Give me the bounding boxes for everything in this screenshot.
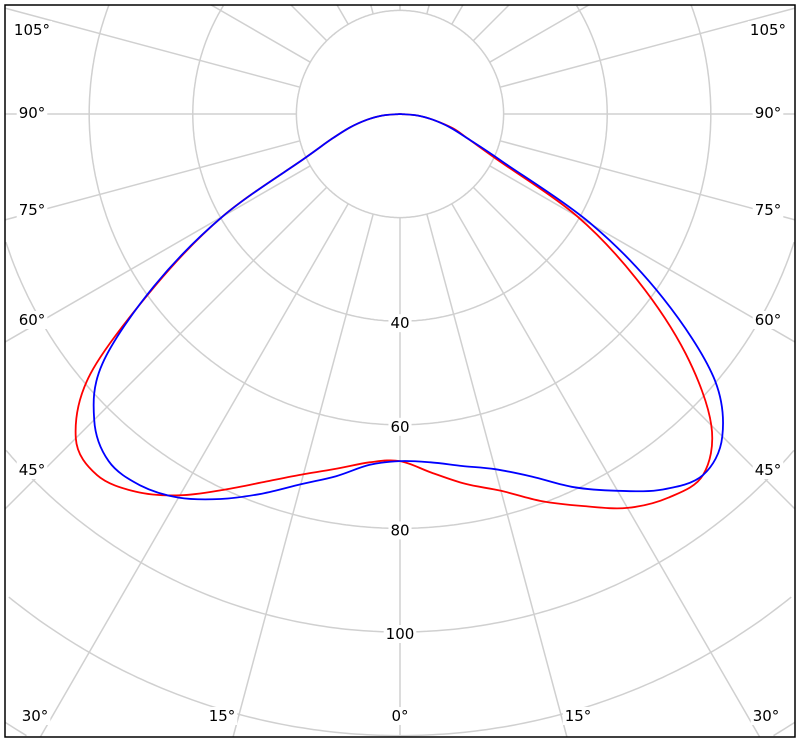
tick-label-text: 105° xyxy=(750,21,786,39)
angle-grid-line xyxy=(4,186,328,510)
label-background xyxy=(16,461,48,479)
angle-tick-label-right: 60° xyxy=(752,311,784,329)
radial-tick-label: 40 xyxy=(388,314,412,333)
tick-label-text: 90° xyxy=(19,104,46,122)
label-background xyxy=(747,21,789,39)
label-background xyxy=(206,707,238,725)
angle-tick-label-left: 75° xyxy=(16,201,48,219)
tick-label-text: 30° xyxy=(22,707,49,725)
angle-grid-line xyxy=(426,4,430,15)
angle-grid-line xyxy=(4,140,301,221)
angle-tick-label-bottom: 15° xyxy=(562,707,594,725)
intensity-curve-1 xyxy=(74,113,714,510)
angle-tick-label-bottom: 30° xyxy=(19,707,51,725)
label-background xyxy=(752,461,784,479)
tick-label-text: 60 xyxy=(390,418,409,436)
angle-tick-label-bottom: 30° xyxy=(750,707,782,725)
angle-grid-line xyxy=(499,140,796,221)
tick-label-text: 75° xyxy=(755,201,782,219)
angle-grid-line xyxy=(4,7,301,88)
tick-label-text: 80 xyxy=(390,521,409,539)
angle-grid-line xyxy=(472,4,510,42)
angle-tick-label-left: 45° xyxy=(16,461,48,479)
angle-tick-label-right: 90° xyxy=(752,104,784,122)
label-background xyxy=(388,521,412,540)
tick-label-text: 100 xyxy=(386,625,415,643)
label-background xyxy=(11,21,53,39)
intensity-curve-2 xyxy=(92,113,724,501)
radial-tick-label: 100 xyxy=(383,625,417,643)
angle-tick-label-left: 105° xyxy=(11,21,53,39)
radial-grid-circle-100 xyxy=(5,449,400,633)
tick-label-text: 75° xyxy=(19,201,46,219)
label-background xyxy=(752,311,784,329)
angle-grid-line xyxy=(499,7,796,88)
chart-frame xyxy=(4,4,796,738)
tick-label-text: 15° xyxy=(565,707,592,725)
tick-label-text: 105° xyxy=(14,21,50,39)
label-background xyxy=(752,201,784,219)
angle-grid-line xyxy=(426,213,568,738)
angle-grid-line xyxy=(451,203,761,738)
label-background xyxy=(383,625,417,643)
radial-grid-circle-140 xyxy=(773,721,796,737)
angle-tick-label-bottom: 0° xyxy=(389,707,411,725)
angle-grid-line xyxy=(232,213,374,738)
intensity-curves xyxy=(74,113,724,510)
angle-tick-label-right: 75° xyxy=(752,201,784,219)
tick-label-text: 90° xyxy=(755,104,782,122)
label-background xyxy=(16,104,48,122)
angle-grid-line xyxy=(336,4,349,25)
radial-grid-circle-40 xyxy=(192,5,400,322)
angle-grid-line xyxy=(489,165,796,343)
label-background xyxy=(19,707,51,725)
polar-grid xyxy=(4,4,796,738)
tick-label-text: 30° xyxy=(753,707,780,725)
radial-grid-circle-140 xyxy=(4,721,27,737)
angle-tick-label-right: 45° xyxy=(752,461,784,479)
angle-grid-line xyxy=(4,165,311,343)
angle-grid-line xyxy=(370,4,374,15)
tick-label-text: 40 xyxy=(390,314,409,332)
angle-grid-line xyxy=(451,4,464,25)
label-background xyxy=(562,707,594,725)
radial-grid-circle-80 xyxy=(400,241,795,530)
tick-label-text: 45° xyxy=(19,461,46,479)
angle-grid-line xyxy=(472,186,796,510)
angle-tick-label-left: 60° xyxy=(16,311,48,329)
angle-grid-line xyxy=(290,4,328,42)
label-background xyxy=(389,707,411,725)
tick-label-text: 15° xyxy=(209,707,236,725)
tick-label-text: 60° xyxy=(755,311,782,329)
label-background xyxy=(16,201,48,219)
label-background xyxy=(388,417,412,436)
angle-tick-label-left: 90° xyxy=(16,104,48,122)
radial-grid-circle-120 xyxy=(8,596,400,737)
angle-grid-line xyxy=(489,4,590,63)
radial-grid-circle-80 xyxy=(5,241,400,530)
tick-labels: 40 60 80 100 30° 15° 0° 15° 30° 105° 105° 90° 90° 75°… xyxy=(11,21,789,725)
tick-label-text: 45° xyxy=(755,461,782,479)
tick-label-text: 60° xyxy=(19,311,46,329)
label-background xyxy=(752,104,784,122)
angle-tick-label-bottom: 15° xyxy=(206,707,238,725)
label-background xyxy=(750,707,782,725)
radial-grid-circle-60 xyxy=(400,4,712,426)
radial-tick-label: 60 xyxy=(388,417,412,436)
radial-tick-label: 80 xyxy=(388,521,412,540)
radial-grid-circle-120 xyxy=(400,596,792,737)
radial-grid-circle-100 xyxy=(400,449,795,633)
label-background xyxy=(16,311,48,329)
radial-grid-circle-60 xyxy=(88,4,400,426)
label-background xyxy=(388,314,412,333)
angle-tick-label-right: 105° xyxy=(747,21,789,39)
angle-grid-line xyxy=(210,4,311,63)
angle-grid-line xyxy=(39,203,349,738)
tick-label-text: 0° xyxy=(391,707,408,725)
